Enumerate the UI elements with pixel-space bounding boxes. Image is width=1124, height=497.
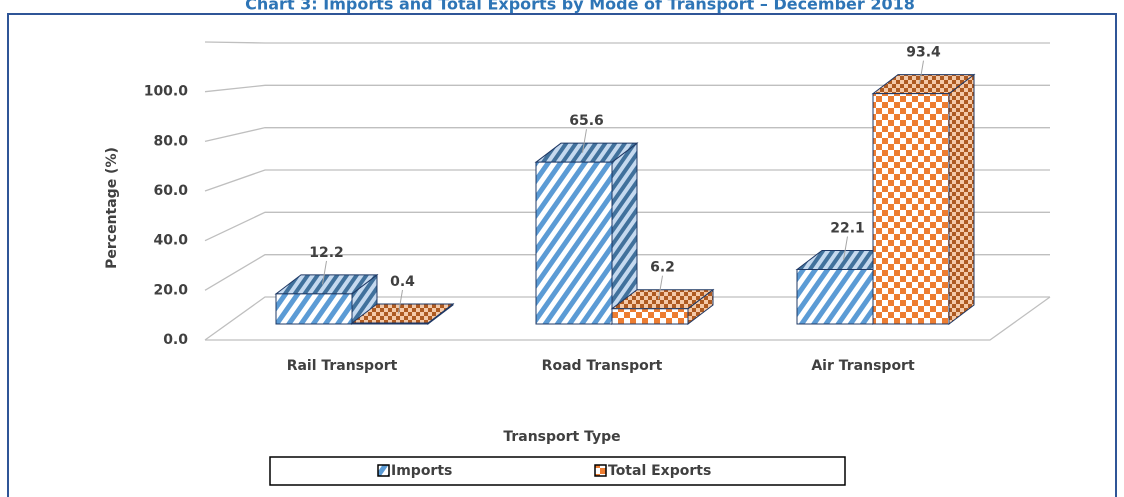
y-tick-label: 100.0 — [144, 84, 189, 100]
y-tick-label: 20.0 — [153, 282, 188, 298]
data-label: 65.6 — [569, 113, 604, 129]
legend — [269, 456, 846, 486]
x-axis-title: Transport Type — [503, 429, 620, 445]
bar — [610, 288, 715, 326]
legend-swatch — [377, 464, 390, 477]
leader-line — [322, 260, 327, 285]
leader-line — [843, 236, 848, 261]
frame — [7, 13, 1117, 497]
bar-front — [535, 161, 613, 325]
bar-side — [948, 73, 975, 326]
grid-line — [204, 169, 1050, 192]
data-label: 0.4 — [390, 274, 415, 290]
grid-line — [204, 211, 1050, 242]
bar-front — [872, 93, 950, 325]
x-tick-label: Road Transport — [542, 358, 663, 374]
y-tick-label: 60.0 — [153, 183, 188, 199]
grid-line — [204, 254, 1050, 291]
y-tick-label: 80.0 — [153, 133, 188, 149]
x-tick-label: Rail Transport — [287, 358, 398, 374]
chart-title: Chart 3: Imports and Total Exports by Mo… — [245, 0, 915, 14]
bar-front — [796, 268, 874, 325]
legend-label: Imports — [391, 463, 452, 479]
bar-front — [275, 293, 353, 325]
back-wall-top — [204, 41, 1050, 44]
grid-line — [204, 296, 1050, 341]
data-label: 22.1 — [830, 220, 865, 236]
bar — [534, 142, 639, 326]
data-label: 93.4 — [906, 45, 941, 61]
leader-line — [919, 60, 924, 85]
bar-front — [351, 322, 429, 325]
y-tick-label: 0.0 — [163, 332, 188, 348]
bar — [871, 73, 976, 326]
bar-front — [611, 308, 689, 325]
bar — [274, 273, 379, 326]
y-tick-label: 40.0 — [153, 233, 188, 249]
legend-label: Total Exports — [608, 463, 711, 479]
y-axis-title: Percentage (%) — [104, 147, 120, 269]
leader-line — [582, 129, 587, 153]
legend-swatch — [594, 464, 607, 477]
data-label: 12.2 — [309, 245, 344, 261]
data-label: 6.2 — [650, 260, 675, 276]
grid-line — [204, 127, 1050, 142]
leader-line — [658, 275, 663, 300]
floor — [205, 296, 1051, 341]
leader-line — [398, 289, 403, 314]
bar — [350, 303, 455, 326]
x-tick-label: Air Transport — [811, 358, 915, 374]
grid-line — [204, 84, 1050, 93]
